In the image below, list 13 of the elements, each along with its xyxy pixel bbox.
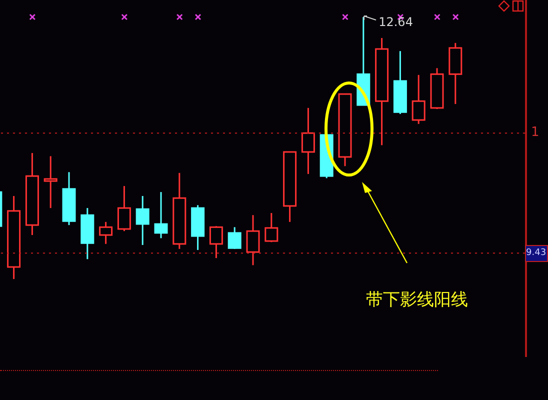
candlestick	[301, 107, 315, 175]
candlestick	[7, 195, 21, 280]
text: 9.43	[525, 245, 548, 262]
candlestick	[172, 172, 186, 250]
text: 带下影线阳线	[366, 289, 468, 311]
candlestick	[44, 155, 58, 209]
candlestick	[136, 195, 150, 246]
candlestick	[25, 152, 39, 236]
candlestick	[80, 207, 94, 260]
candlestick	[375, 37, 389, 146]
candlestick	[246, 214, 260, 266]
annotation: 12.64	[378, 15, 413, 30]
text: 1	[531, 125, 540, 140]
